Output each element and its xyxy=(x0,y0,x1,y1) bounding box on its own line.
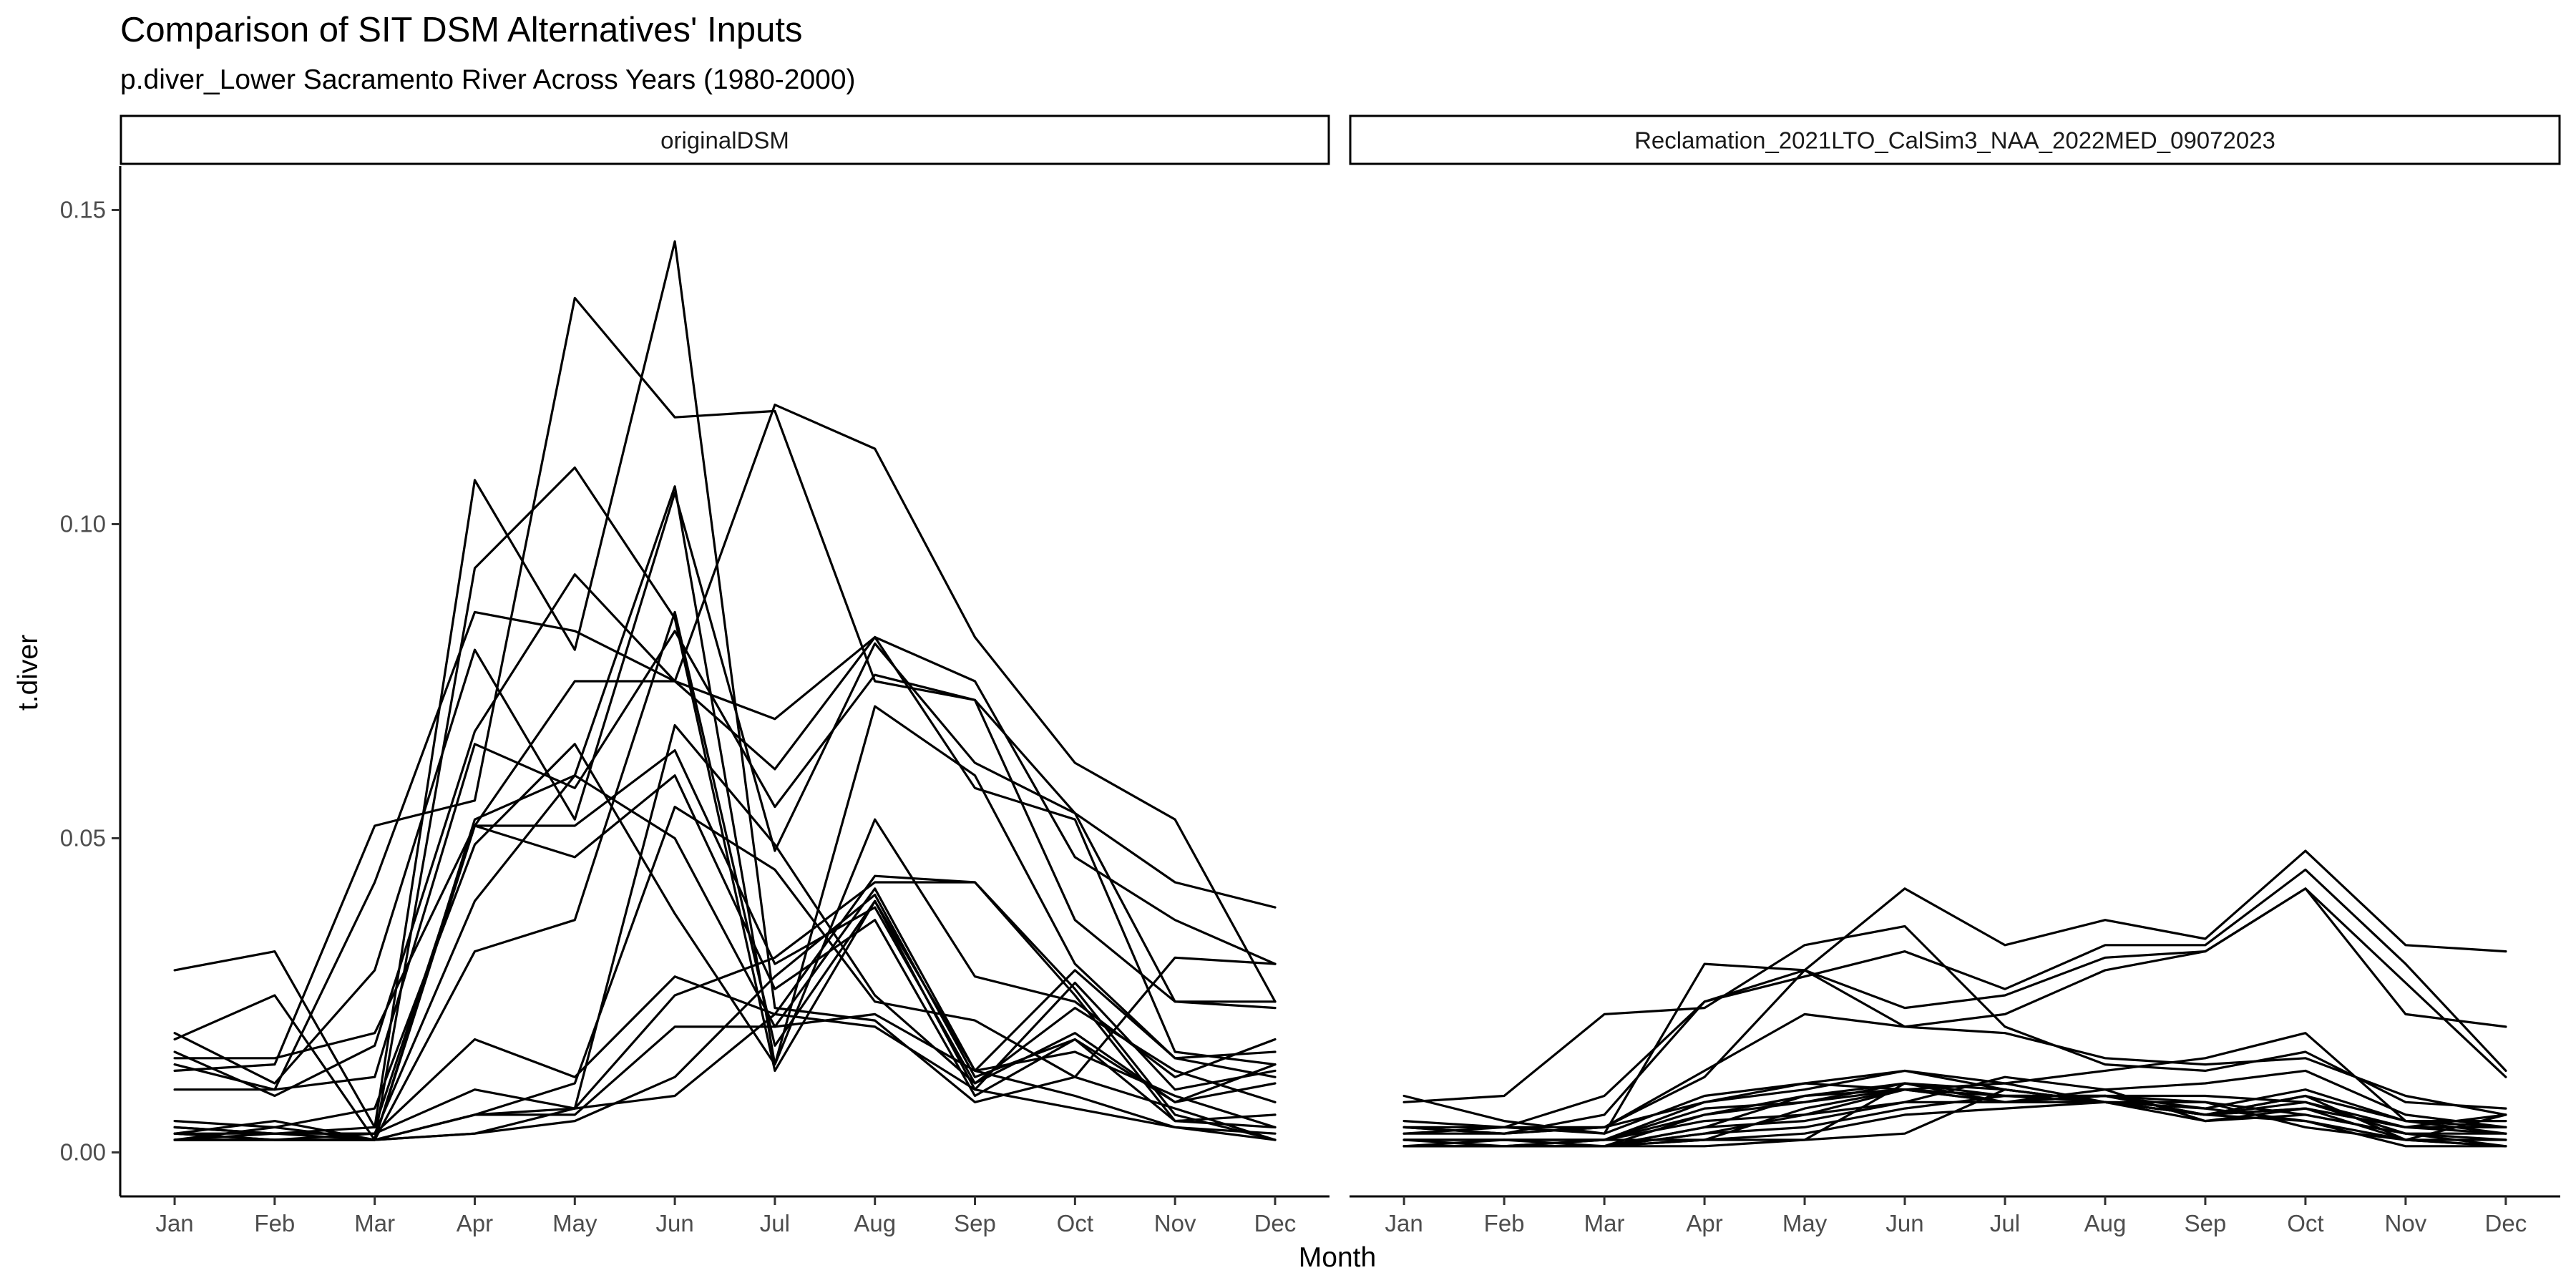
panel-strip-label: Reclamation_2021LTO_CalSim3_NAA_2022MED_… xyxy=(1634,127,2275,154)
x-tick-label: Apr xyxy=(1686,1210,1722,1236)
x-tick-label: Aug xyxy=(854,1210,896,1236)
series-line-16 xyxy=(173,723,1277,1141)
series-line-2 xyxy=(1402,924,2507,1110)
x-tick-label: Sep xyxy=(2185,1210,2227,1236)
x-tick-label: Jan xyxy=(1385,1210,1423,1236)
series-line-2 xyxy=(173,466,1277,1141)
y-axis-label: t.diver xyxy=(13,635,44,711)
series-line-8 xyxy=(173,630,1277,1091)
x-tick-label: Jun xyxy=(1885,1210,1923,1236)
series-line-4 xyxy=(173,296,1277,1073)
x-tick-label: Jun xyxy=(655,1210,693,1236)
series-lines xyxy=(1402,849,2507,1148)
x-axis-label: Month xyxy=(1299,1242,1376,1273)
x-tick-label: Oct xyxy=(1057,1210,1093,1236)
series-line-7 xyxy=(1402,1032,2507,1135)
x-tick-label: May xyxy=(1782,1210,1828,1236)
series-line-3 xyxy=(173,404,1277,1091)
panel-1: originalDSM 0.00 0.05 0.10 0.15 Jan Feb Mar Apr M… xyxy=(60,114,1330,1236)
panel-strip xyxy=(1349,114,2561,165)
panel-strip-label: originalDSM xyxy=(660,127,789,154)
x-tick-label: Feb xyxy=(254,1210,295,1236)
x-tick-label: Jul xyxy=(1990,1210,2020,1236)
x-tick-label: Aug xyxy=(2084,1210,2127,1236)
series-lines xyxy=(173,240,1277,1141)
series-line-1 xyxy=(173,240,1277,1141)
x-tick-label: Dec xyxy=(1254,1210,1297,1236)
facet-panels: originalDSM 0.00 0.05 0.10 0.15 Jan Feb Mar Apr M… xyxy=(60,114,2561,1236)
chart-title: Comparison of SIT DSM Alternatives' Inpu… xyxy=(120,11,802,49)
x-tick-label: Nov xyxy=(2385,1210,2427,1236)
x-tick-label: Mar xyxy=(1584,1210,1625,1236)
series-line-4 xyxy=(1402,887,2507,1135)
series-line-9 xyxy=(173,705,1277,1129)
series-line-21 xyxy=(1402,1101,2507,1148)
x-tick-label: Dec xyxy=(2485,1210,2527,1236)
series-line-6 xyxy=(173,573,1277,1098)
y-tick-label: 0.15 xyxy=(60,196,106,223)
panel-2: Reclamation_2021LTO_CalSim3_NAA_2022MED_… xyxy=(1349,114,2561,1236)
x-tick-label: Jan xyxy=(155,1210,193,1236)
chart-subtitle: p.diver_Lower Sacramento River Across Ye… xyxy=(120,64,856,95)
y-tick-label: 0.05 xyxy=(60,825,106,852)
series-line-21 xyxy=(173,1013,1277,1141)
x-tick-label: Sep xyxy=(954,1210,996,1236)
series-line-5 xyxy=(173,491,1277,1085)
x-tick-label: Oct xyxy=(2287,1210,2323,1236)
x-tick-label: May xyxy=(552,1210,597,1236)
x-tick-label: Jul xyxy=(760,1210,790,1236)
x-tick-label: Nov xyxy=(1154,1210,1196,1236)
x-tick-label: Apr xyxy=(457,1210,493,1236)
y-tick-label: 0.10 xyxy=(60,510,106,537)
x-tick-label: Mar xyxy=(354,1210,395,1236)
series-line-8 xyxy=(1402,1069,2507,1135)
series-line-7 xyxy=(173,635,1277,1066)
x-tick-label: Feb xyxy=(1484,1210,1525,1236)
series-line-13 xyxy=(173,774,1277,1135)
y-tick-label: 0.00 xyxy=(60,1139,106,1166)
panel-strip xyxy=(119,114,1330,165)
series-line-3 xyxy=(1402,868,2507,1129)
